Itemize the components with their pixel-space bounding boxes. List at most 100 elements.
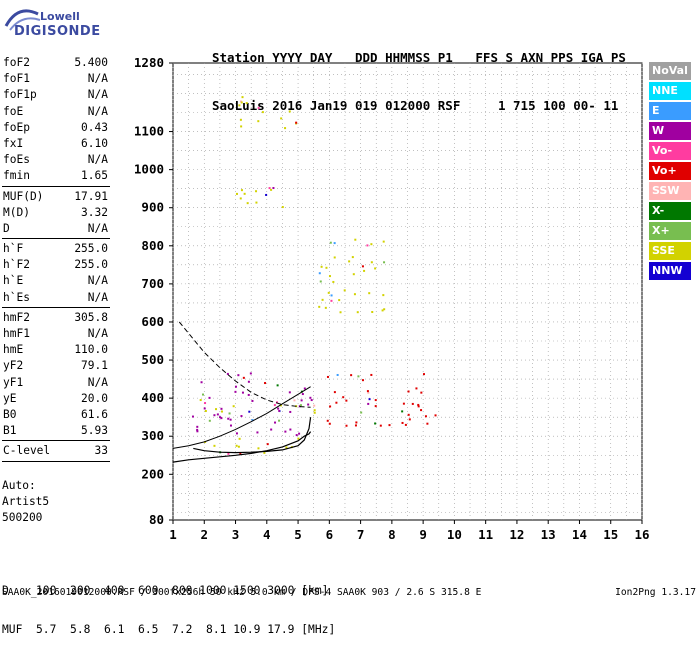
- y-tick-label: 600: [141, 314, 164, 329]
- echo-point: [368, 292, 371, 295]
- param-row-d: D N/A: [2, 221, 110, 237]
- echo-point: [278, 419, 281, 422]
- echo-point: [330, 294, 333, 297]
- legend-item-nne: NNE: [649, 82, 691, 100]
- param-separator: [2, 440, 110, 442]
- param-separator: [2, 185, 110, 187]
- param-row-yf1: yF1 N/A: [2, 375, 110, 391]
- echo-point: [324, 306, 327, 309]
- echo-point: [285, 446, 288, 449]
- auto-label: Auto:: [2, 479, 36, 492]
- y-tick-label: 1000: [134, 162, 164, 177]
- echo-point: [270, 428, 273, 431]
- echo-point: [383, 308, 386, 311]
- param-row-muf-d-: MUF(D) 17.91: [2, 189, 110, 205]
- electron-density-profile: [172, 431, 312, 463]
- echo-point: [215, 408, 218, 411]
- echo-point: [313, 404, 316, 407]
- legend-item-x-: X-: [649, 202, 691, 220]
- echo-point: [216, 413, 219, 416]
- echo-point: [235, 432, 238, 435]
- x-tick-label: 13: [541, 527, 556, 542]
- echo-point: [300, 399, 303, 402]
- param-separator: [2, 306, 110, 308]
- echo-point: [247, 393, 250, 396]
- echo-point: [327, 291, 330, 294]
- echo-point: [208, 419, 211, 422]
- echo-point: [229, 418, 232, 421]
- echo-point: [289, 410, 292, 413]
- echo-point: [243, 192, 246, 195]
- echo-point: [240, 125, 243, 128]
- echo-point: [329, 241, 332, 244]
- echo-point: [374, 267, 377, 270]
- echo-point: [276, 384, 279, 387]
- echo-point: [280, 117, 283, 120]
- echo-point: [238, 104, 241, 107]
- x-tick-label: 14: [572, 527, 587, 542]
- echo-point: [227, 417, 230, 420]
- echo-point: [219, 416, 222, 419]
- param-row-ye: yE 20.0: [2, 391, 110, 407]
- echo-point: [257, 120, 260, 123]
- echo-point: [295, 121, 298, 124]
- auto-code: 500200: [2, 511, 43, 525]
- param-value: N/A: [87, 153, 108, 167]
- muf-distance-row: D 100 200 400 600 800 1000 1500 3000 [km…: [2, 584, 329, 597]
- legend-item-vo-: Vo-: [649, 142, 691, 160]
- param-row-foep: foEp 0.43: [2, 120, 110, 136]
- header-line1: Station YYYY DAY DDD HHMMSS P1 FFS S AXN…: [212, 50, 626, 65]
- logo-line2: DIGISONDE: [14, 24, 101, 39]
- echo-point: [293, 399, 296, 402]
- echo-point: [237, 374, 240, 377]
- echo-point: [208, 396, 211, 399]
- echo-point: [361, 379, 364, 382]
- echo-point: [318, 272, 321, 275]
- muf-value-row: MUF 5.7 5.8 6.1 6.5 7.2 8.1 10.9 17.9 [M…: [2, 623, 336, 636]
- echo-point: [234, 385, 237, 388]
- echo-point: [345, 399, 348, 402]
- echo-point: [213, 444, 216, 447]
- echo-point: [298, 432, 301, 435]
- param-key: h`F: [3, 242, 24, 256]
- echo-point: [196, 430, 199, 433]
- param-row-fof1: foF1 N/A: [2, 71, 110, 87]
- echo-point: [295, 434, 298, 437]
- echo-point: [248, 410, 251, 413]
- echo-point: [273, 404, 276, 407]
- echo-point: [383, 261, 386, 264]
- param-value: 20.0: [81, 391, 108, 405]
- param-value: 33: [94, 444, 108, 458]
- param-key: yF1: [3, 375, 24, 389]
- param-value: 6.10: [81, 136, 108, 150]
- echo-point: [237, 445, 240, 448]
- echo-point: [277, 407, 280, 410]
- polarization-legend: NoVal NNE E W Vo- Vo+ SSW X- X+ SSE NNW: [649, 62, 691, 282]
- echo-point: [357, 375, 360, 378]
- echo-point: [370, 243, 373, 246]
- echo-point: [265, 193, 268, 196]
- param-value: 1.65: [81, 169, 108, 183]
- param-value: 61.6: [81, 407, 108, 421]
- param-key: MUF(D): [3, 189, 44, 203]
- echo-point: [196, 425, 199, 428]
- echo-point: [284, 127, 287, 130]
- echo-point: [374, 422, 377, 425]
- x-tick-label: 15: [603, 527, 618, 542]
- echo-point: [326, 375, 329, 378]
- echo-point: [336, 373, 339, 376]
- echo-point: [407, 413, 410, 416]
- echo-point: [220, 407, 223, 410]
- echo-point: [274, 421, 277, 424]
- echo-point: [240, 415, 243, 418]
- param-key: fmin: [3, 169, 30, 183]
- param-separator: [2, 460, 110, 462]
- echo-point: [238, 437, 241, 440]
- echo-point: [348, 260, 351, 263]
- echo-point: [382, 240, 385, 243]
- echo-point: [330, 299, 333, 302]
- param-row-fof2: foF2 5.400: [2, 55, 110, 71]
- echo-point: [303, 387, 306, 390]
- echo-point: [408, 418, 411, 421]
- echo-point: [257, 106, 260, 109]
